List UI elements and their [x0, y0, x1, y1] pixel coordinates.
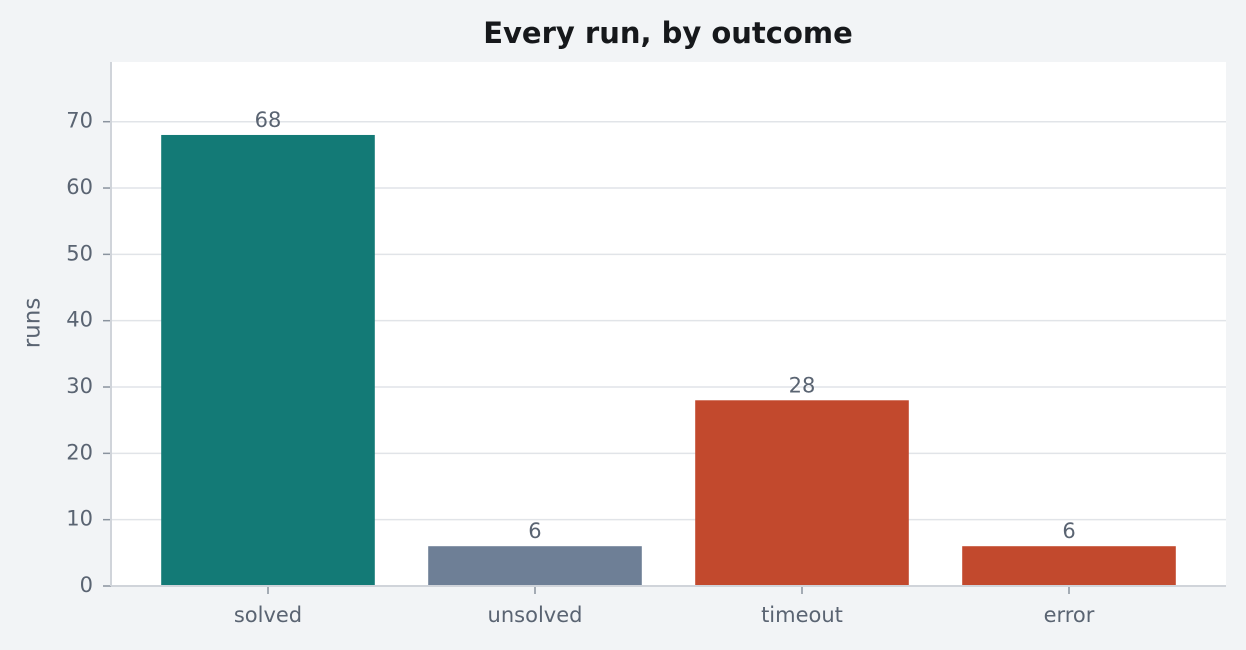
value-label: 68	[255, 108, 282, 132]
y-tick-label: 10	[66, 507, 93, 531]
y-tick-label: 40	[66, 308, 93, 332]
x-tick-label: timeout	[761, 603, 843, 627]
bar	[161, 134, 375, 586]
y-tick-label: 20	[66, 440, 93, 464]
bar	[428, 546, 642, 586]
y-tick-label: 30	[66, 374, 93, 398]
x-tick-label: unsolved	[488, 603, 583, 627]
x-tick-label: solved	[234, 603, 302, 627]
bar	[962, 546, 1176, 586]
bar	[695, 400, 909, 586]
y-axis-label: runs	[20, 298, 46, 349]
y-tick-label: 70	[66, 109, 93, 133]
y-tick-label: 0	[80, 573, 93, 597]
value-label: 6	[528, 519, 541, 543]
y-tick-label: 60	[66, 175, 93, 199]
y-tick-label: 50	[66, 241, 93, 265]
value-label: 28	[789, 373, 816, 397]
value-label: 6	[1062, 519, 1075, 543]
x-tick-label: error	[1044, 603, 1095, 627]
chart-title: Every run, by outcome	[483, 16, 853, 50]
